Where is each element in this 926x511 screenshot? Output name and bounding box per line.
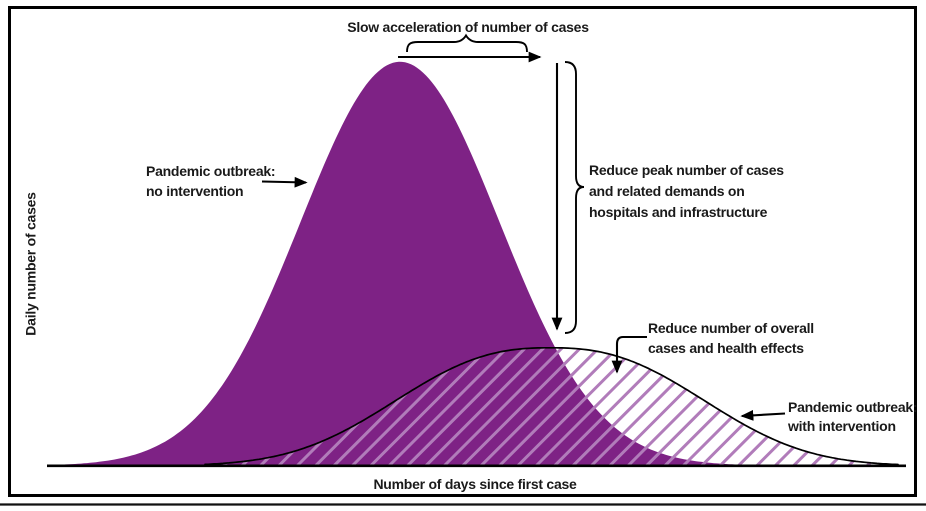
with-intervention-curve xyxy=(204,346,899,467)
no-intervention-curve xyxy=(48,61,775,466)
x-axis-label: Number of days since first case xyxy=(373,476,577,492)
with-intervention-arrow xyxy=(740,409,786,421)
reduce-peak-label: Reduce peak number of cases and related … xyxy=(589,162,784,220)
reduce-peak-brace xyxy=(564,61,585,334)
with-intervention-label: Pandemic outbreak: with intervention xyxy=(788,399,918,434)
reduce-overall-label: Reduce number of overall cases and healt… xyxy=(648,320,814,356)
no-intervention-label: Pandemic outbreak: no intervention xyxy=(146,163,276,199)
y-axis-label: Daily number of cases xyxy=(22,192,39,336)
slow-acceleration-brace xyxy=(406,33,528,53)
figure-frame xyxy=(8,6,917,497)
slow-acceleration-label: Slow acceleration of number of cases xyxy=(347,19,589,35)
reduce-overall-leader-arrow xyxy=(611,335,647,374)
no-intervention-arrow xyxy=(261,176,308,188)
